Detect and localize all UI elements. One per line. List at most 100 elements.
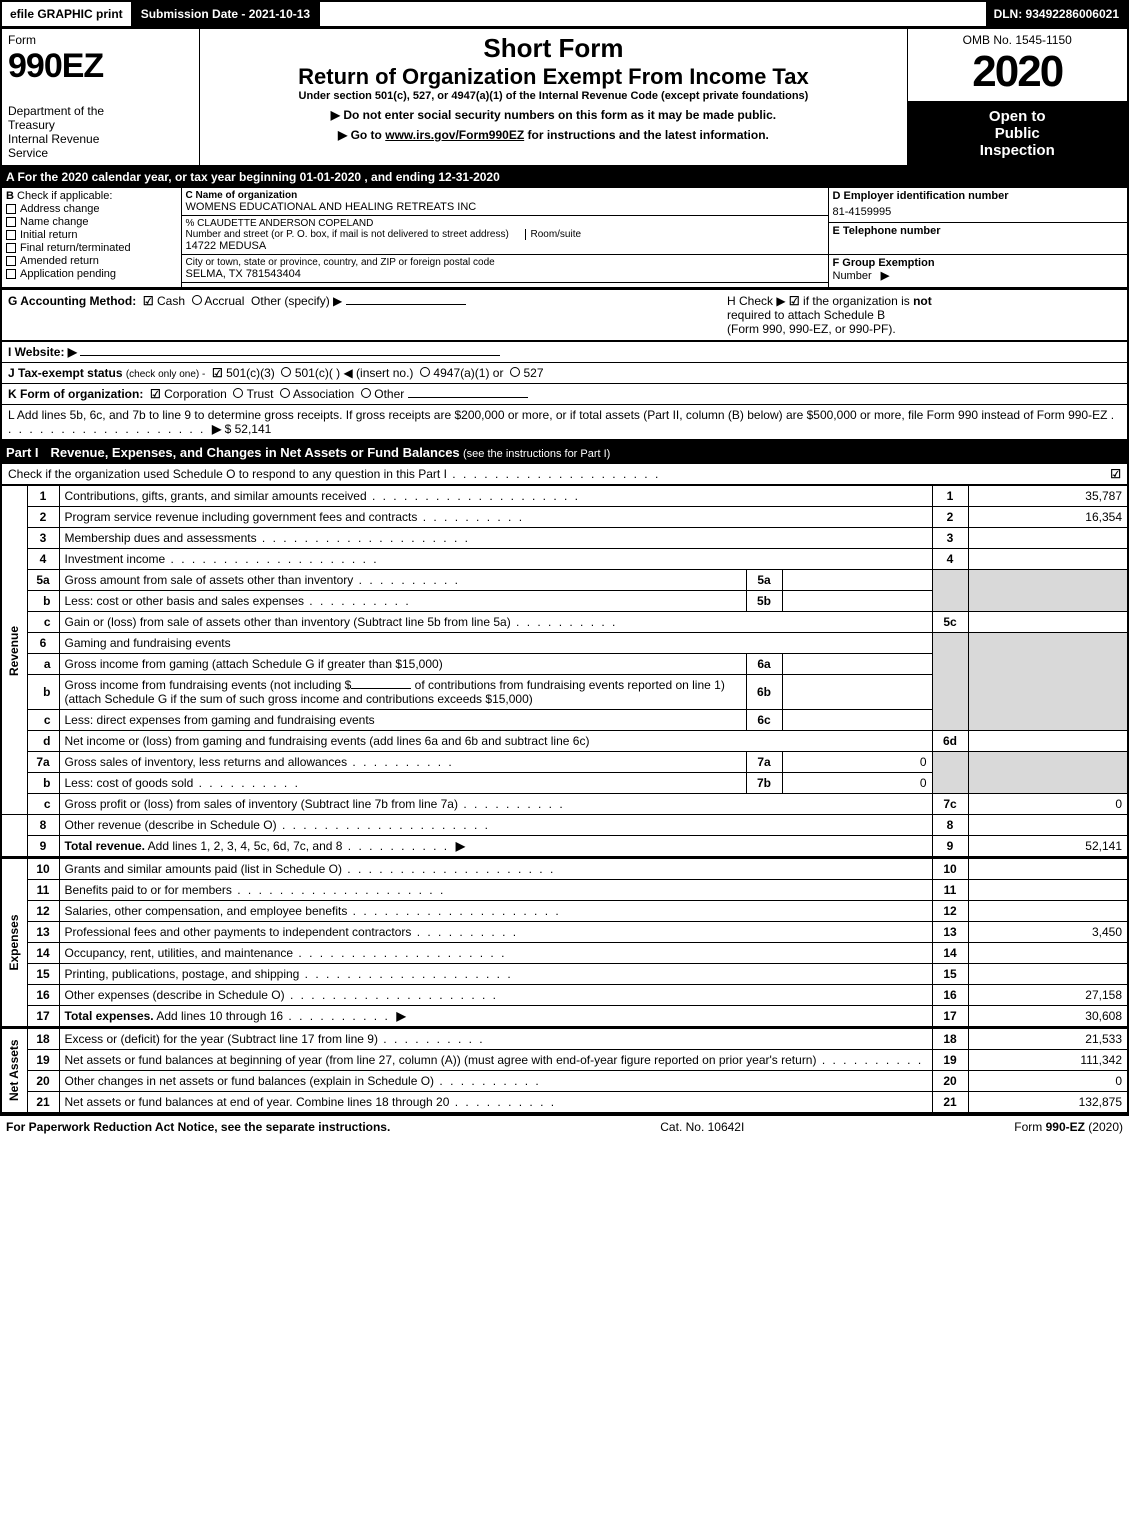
revenue-vlabel-cont: [1, 815, 27, 857]
chk-accrual[interactable]: [192, 295, 202, 305]
l-amount: $ 52,141: [225, 422, 272, 436]
open2: Public: [912, 125, 1124, 142]
ln6b-blank[interactable]: [351, 688, 411, 689]
ln12-amount: [968, 901, 1128, 922]
efile-print[interactable]: efile GRAPHIC print: [2, 2, 133, 26]
ln4-num: 4: [27, 549, 59, 570]
chk-trust[interactable]: [233, 388, 243, 398]
ln9-amount: 52,141: [968, 836, 1128, 857]
ln21-desc: Net assets or fund balances at end of ye…: [59, 1092, 932, 1114]
ln15-num: 15: [27, 964, 59, 985]
ln12-box: 12: [932, 901, 968, 922]
ln19-desc: Net assets or fund balances at beginning…: [59, 1050, 932, 1071]
lbl-name-change: Name change: [20, 216, 89, 228]
ln11-num: 11: [27, 880, 59, 901]
l-arrow: ▶: [212, 422, 221, 436]
chk-schedule-o[interactable]: ☑: [1110, 467, 1121, 481]
sub-title: Under section 501(c), 527, or 4947(a)(1)…: [206, 90, 900, 102]
chk-cash[interactable]: ☑: [143, 294, 154, 308]
ln5b-inset: 5b: [746, 591, 782, 612]
street: 14722 MEDUSA: [186, 240, 824, 252]
info-block: B Check if applicable: Address change Na…: [0, 187, 1129, 289]
ln21-box: 21: [932, 1092, 968, 1114]
ln8-box: 8: [932, 815, 968, 836]
chk-final-return[interactable]: [6, 243, 16, 253]
ln14-desc: Occupancy, rent, utilities, and maintena…: [59, 943, 932, 964]
street-label: Number and street (or P. O. box, if mail…: [186, 229, 509, 240]
ln2-desc: Program service revenue including govern…: [59, 507, 932, 528]
chk-501c[interactable]: [281, 367, 291, 377]
expenses-table: Expenses 10 Grants and similar amounts p…: [0, 857, 1129, 1027]
lbl-cash: Cash: [157, 294, 185, 308]
ln15-desc: Printing, publications, postage, and shi…: [59, 964, 932, 985]
chk-schedule-b[interactable]: ☑: [789, 294, 800, 308]
ln8-num: 8: [27, 815, 59, 836]
main-title: Return of Organization Exempt From Incom…: [206, 64, 900, 90]
lbl-527: 527: [523, 366, 543, 380]
dln: DLN: 93492286006021: [986, 2, 1127, 26]
ln6-shade2: [968, 633, 1128, 731]
c-heading: C Name of organization: [186, 190, 298, 201]
ln19-amount: 111,342: [968, 1050, 1128, 1071]
ln3-box: 3: [932, 528, 968, 549]
dept-line3: Internal Revenue: [8, 132, 193, 146]
ln1-num: 1: [27, 486, 59, 507]
ln16-num: 16: [27, 985, 59, 1006]
ln5c-amount: [968, 612, 1128, 633]
chk-corporation[interactable]: ☑: [150, 387, 161, 401]
chk-association[interactable]: [280, 388, 290, 398]
footer-right: Form 990-EZ (2020): [1014, 1120, 1123, 1134]
chk-address-change[interactable]: [6, 204, 16, 214]
section-d-e: D Employer identification number 81-4159…: [828, 188, 1128, 255]
ln17-desc: Total expenses. Add lines 10 through 16 …: [59, 1006, 932, 1027]
ln3-desc: Membership dues and assessments: [59, 528, 932, 549]
ln7b-num: b: [27, 773, 59, 794]
chk-other-org[interactable]: [361, 388, 371, 398]
ln14-box: 14: [932, 943, 968, 964]
irs-link[interactable]: www.irs.gov/Form990EZ: [385, 128, 524, 142]
lbl-accrual: Accrual: [204, 294, 244, 308]
ln13-amount: 3,450: [968, 922, 1128, 943]
ln5a-inset: 5a: [746, 570, 782, 591]
section-f: F Group Exemption Number ▶: [828, 255, 1128, 289]
ln16-box: 16: [932, 985, 968, 1006]
ln6-num: 6: [27, 633, 59, 654]
lbl-initial-return: Initial return: [20, 229, 77, 241]
k-label: K Form of organization:: [8, 387, 143, 401]
chk-application-pending[interactable]: [6, 269, 16, 279]
ln11-amount: [968, 880, 1128, 901]
ln2-amount: 16,354: [968, 507, 1128, 528]
ln6a-num: a: [27, 654, 59, 675]
dept-line2: Treasury: [8, 118, 193, 132]
ln6d-num: d: [27, 731, 59, 752]
chk-amended-return[interactable]: [6, 256, 16, 266]
other-org-input[interactable]: [408, 397, 528, 398]
section-c-street: % CLAUDETTE ANDERSON COPELAND Number and…: [181, 216, 828, 255]
f-heading: F Group Exemption: [833, 257, 935, 269]
ln21-num: 21: [27, 1092, 59, 1114]
part1-checkline: Check if the organization used Schedule …: [0, 464, 1129, 485]
ln4-desc: Investment income: [59, 549, 932, 570]
top-spacer: [320, 2, 985, 26]
other-method-input[interactable]: [346, 304, 466, 305]
section-j: J Tax-exempt status (check only one) - ☑…: [0, 363, 1129, 384]
section-i: I Website: ▶: [0, 342, 1129, 363]
ln5c-desc: Gain or (loss) from sale of assets other…: [59, 612, 932, 633]
chk-initial-return[interactable]: [6, 230, 16, 240]
ln6a-desc: Gross income from gaming (attach Schedul…: [59, 654, 746, 675]
open-public-cell: Open to Public Inspection: [907, 102, 1128, 167]
b-heading: B: [6, 190, 14, 202]
chk-4947[interactable]: [420, 367, 430, 377]
omb-number: OMB No. 1545-1150: [914, 33, 1122, 47]
chk-527[interactable]: [510, 367, 520, 377]
chk-501c3[interactable]: ☑: [212, 366, 223, 380]
ln16-desc: Other expenses (describe in Schedule O): [59, 985, 932, 1006]
ln6b-num: b: [27, 675, 59, 710]
ln9-box: 9: [932, 836, 968, 857]
ln6b-inset: 6b: [746, 675, 782, 710]
ln6b-val: [782, 675, 932, 710]
ln19-box: 19: [932, 1050, 968, 1071]
website-input[interactable]: [80, 355, 500, 356]
ln6a-inset: 6a: [746, 654, 782, 675]
chk-name-change[interactable]: [6, 217, 16, 227]
